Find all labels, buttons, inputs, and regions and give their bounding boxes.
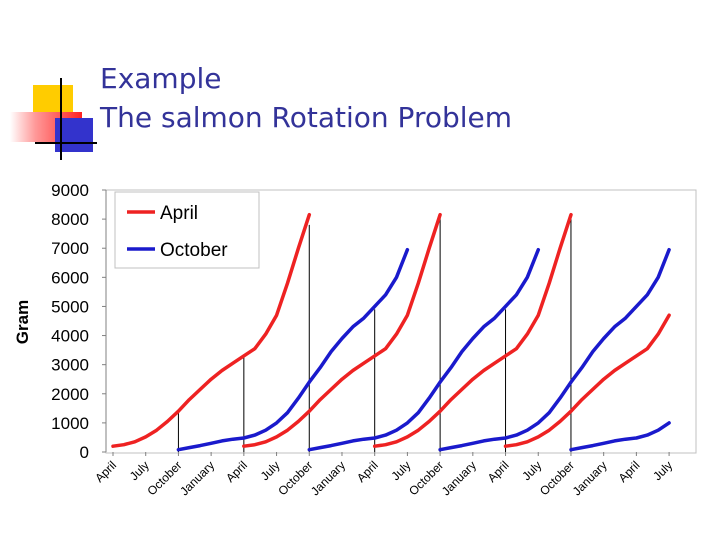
legend-box	[114, 191, 260, 269]
x-tick-label: October	[406, 458, 446, 498]
x-tick-label: July	[650, 458, 675, 483]
title-deco-horizontal-line	[35, 142, 97, 144]
y-tick-label: 8000	[51, 210, 89, 229]
x-tick-label: July	[519, 458, 544, 483]
series-line-april	[372, 212, 573, 448]
x-tick-label: January	[177, 458, 217, 498]
y-tick-label: 0	[80, 443, 89, 462]
legend-label-october: October	[160, 240, 228, 261]
series-line-october	[307, 247, 541, 452]
series-line-april	[503, 313, 671, 448]
x-tick-label: October	[537, 458, 577, 498]
legend-label-april: April	[160, 203, 198, 224]
x-tick-label: April	[485, 458, 512, 485]
x-tick-label: July	[258, 458, 283, 483]
x-tick-label: July	[389, 458, 414, 483]
slide-title-line-1: Example	[100, 62, 222, 95]
x-tick-label: April	[354, 458, 381, 485]
y-tick-label: 1000	[51, 414, 89, 433]
y-tick-label: 6000	[51, 268, 89, 287]
x-tick-label: July	[127, 458, 152, 483]
x-tick-label: April	[223, 458, 250, 485]
x-tick-label: October	[144, 458, 184, 498]
y-tick-label: 4000	[51, 327, 89, 346]
y-tick-label: 5000	[51, 297, 89, 316]
x-tick-label: April	[616, 458, 643, 485]
y-axis-label: Gram	[13, 300, 32, 344]
y-tick-label: 2000	[51, 385, 89, 404]
y-tick-label: 7000	[51, 239, 89, 258]
legend: April October	[114, 191, 260, 269]
x-tick-label: October	[275, 458, 315, 498]
series-line-april	[242, 212, 442, 448]
y-tick-label: 9000	[51, 181, 89, 200]
series-line-october	[176, 247, 410, 452]
x-tick-label: January	[570, 458, 610, 498]
x-tick-label: January	[308, 458, 348, 498]
x-tick-label: April	[92, 458, 119, 485]
series-line-october	[438, 247, 671, 452]
series-line-april	[111, 212, 312, 448]
y-tick-label: 3000	[51, 356, 89, 375]
slide-title-line-2: The salmon Rotation Problem	[100, 101, 513, 134]
series-line-october	[569, 421, 671, 452]
title-deco-vertical-line	[60, 78, 62, 160]
x-tick-label: January	[439, 458, 479, 498]
